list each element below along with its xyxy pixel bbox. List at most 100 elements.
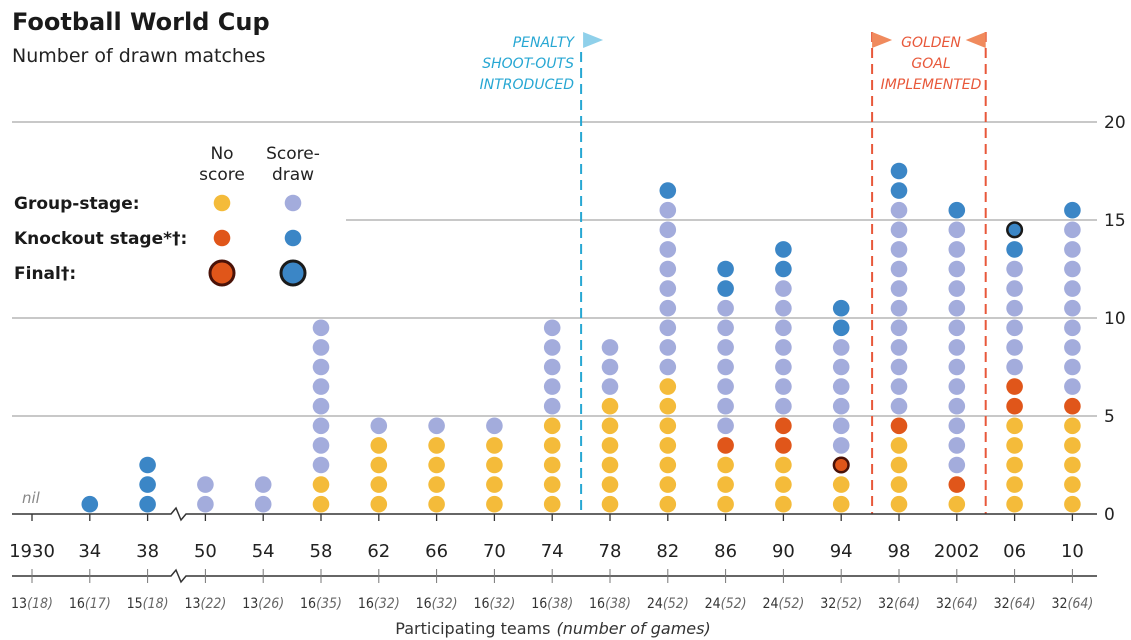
- dot-06-gsd-12: [1006, 260, 1023, 278]
- games-count: (18): [143, 596, 169, 612]
- dot-06-gns-1: [1006, 476, 1023, 493]
- dot-98-gns-3: [890, 437, 908, 454]
- golden-flag-end: [965, 32, 986, 48]
- games-count: (26): [258, 596, 284, 612]
- chart-subtitle: Number of drawn matches: [12, 45, 266, 67]
- y-tick-10: 10: [1104, 309, 1126, 329]
- golden-flag-start: [872, 32, 893, 48]
- x-tick-label-94: 94: [830, 541, 853, 562]
- dot-74-gns-4: [543, 417, 561, 435]
- dot-90-kns-4: [775, 417, 792, 435]
- dot-74-gsd-7: [543, 358, 561, 376]
- dot-86-ksd-11: [717, 280, 734, 297]
- dot-2002-gsd-5: [948, 397, 966, 415]
- dot-2002-gns-0: [948, 495, 966, 513]
- dot-98-gns-1: [890, 476, 908, 493]
- dot-62-gns-1: [370, 476, 388, 493]
- teams-label-86: 24(52): [705, 596, 747, 612]
- dot-06-gns-2: [1006, 456, 1023, 474]
- dot-58-gsd-5: [312, 397, 330, 415]
- penalty-label-1: PENALTY: [513, 35, 576, 51]
- dot-82-gsd-15: [659, 201, 677, 219]
- dot-10-gsd-14: [1064, 221, 1081, 239]
- games-count: (52): [721, 596, 747, 612]
- chart-title: Football World Cup: [12, 8, 270, 36]
- dot-62-gns-0: [370, 495, 388, 513]
- games-count: (38): [605, 596, 631, 612]
- dot-50-gsd-0: [197, 495, 214, 513]
- dot-90-gsd-7: [775, 358, 792, 376]
- y-axis-ticks: 0 5 10 15 20: [1104, 113, 1126, 525]
- games-count: (52): [778, 596, 804, 612]
- teams-count: 32: [1051, 596, 1067, 612]
- x-tick-label-54: 54: [252, 541, 275, 562]
- dot-90-kns-3: [775, 437, 792, 454]
- legend-dot-knockout-no-score: [213, 229, 231, 247]
- dot-2002-gsd-8: [948, 339, 966, 356]
- dot-86-gns-2: [717, 456, 734, 474]
- dot-74-gsd-8: [543, 339, 561, 356]
- teams-label-50: 13(22): [184, 596, 226, 612]
- dot-82-gns-4: [659, 417, 677, 435]
- dot-2002-gsd-2: [948, 456, 966, 474]
- teams-label-06: 32(64): [994, 596, 1036, 612]
- dot-50-gsd-1: [197, 476, 214, 493]
- teams-label-34: 16(17): [69, 596, 111, 612]
- dot-10-gsd-7: [1064, 358, 1081, 376]
- dot-90-ksd-13: [775, 241, 792, 258]
- dot-82-gsd-11: [659, 280, 677, 297]
- dot-98-gsd-12: [890, 260, 908, 278]
- dot-74-gns-0: [543, 495, 561, 513]
- x-tick-label-82: 82: [656, 541, 679, 562]
- dot-2002-ksd-15: [948, 201, 966, 219]
- x-baseline: [12, 506, 1097, 522]
- teams-label-90: 24(52): [762, 596, 804, 612]
- dot-86-gsd-5: [717, 397, 734, 415]
- legend-dot-final-score-draw: [279, 259, 307, 287]
- games-count: (22): [200, 596, 226, 612]
- dot-10-kns-5: [1064, 397, 1081, 415]
- games-count: (64): [1067, 596, 1093, 612]
- y-tick-20: 20: [1104, 113, 1126, 133]
- legend-head-score: score: [199, 165, 245, 185]
- dot-82-ksd-16: [659, 182, 677, 199]
- dot-98-gns-0: [890, 495, 908, 513]
- dot-82-gsd-14: [659, 221, 677, 239]
- dot-90-gsd-10: [775, 299, 792, 317]
- dot-82-gsd-13: [659, 241, 677, 258]
- y-tick-15: 15: [1104, 211, 1126, 231]
- teams-label-94: 32(52): [820, 596, 862, 612]
- dot-06-gns-0: [1006, 495, 1023, 513]
- dot-06-gns-4: [1006, 417, 1023, 435]
- dot-2002-gsd-12: [948, 260, 966, 278]
- teams-count: 16: [300, 596, 316, 612]
- dot-86-ksd-12: [717, 260, 734, 278]
- dot-2002-gsd-9: [948, 319, 966, 337]
- dot-66-gns-1: [428, 476, 445, 493]
- dot-98-gsd-8: [890, 339, 908, 356]
- x-tick-label-78: 78: [599, 541, 622, 562]
- dot-58-gsd-2: [312, 456, 330, 474]
- x-tick-label-2002: 2002: [934, 541, 980, 562]
- legend-row-group: Group-stage:: [14, 194, 140, 214]
- dot-38-ksd-1: [139, 476, 156, 493]
- dot-82-gns-5: [659, 397, 677, 415]
- dot-62-gns-2: [370, 456, 388, 474]
- dot-98-gsd-5: [890, 397, 908, 415]
- games-count: (64): [952, 596, 978, 612]
- teams-label-98: 32(64): [878, 596, 920, 612]
- dot-10-ksd-15: [1064, 201, 1081, 219]
- x-tick-label-10: 10: [1061, 541, 1084, 562]
- dot-10-gns-1: [1064, 476, 1081, 493]
- dot-06-gsd-11: [1006, 280, 1023, 297]
- legend-dot-group-no-score: [213, 194, 231, 212]
- gridlines: [12, 121, 1097, 417]
- dot-98-gsd-11: [890, 280, 908, 297]
- nil-label: nil: [22, 489, 41, 507]
- dot-06-gsd-8: [1006, 339, 1023, 356]
- teams-count: 13: [242, 596, 258, 612]
- legend-head-score-dash: Score-: [266, 144, 320, 164]
- teams-label-10: 32(64): [1051, 596, 1093, 612]
- teams-label-1930: 13(18): [11, 596, 53, 612]
- dot-86-gsd-10: [717, 299, 734, 317]
